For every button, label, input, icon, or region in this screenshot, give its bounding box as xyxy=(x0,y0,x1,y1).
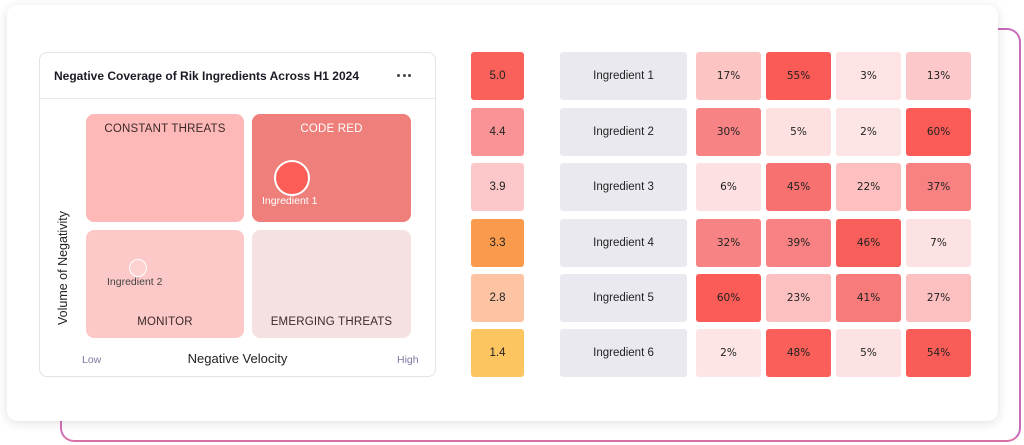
heat-cell: 60% xyxy=(696,274,761,322)
ingredient-2-bubble-label: Ingredient 2 xyxy=(107,276,163,288)
heat-cell: 2% xyxy=(696,329,761,377)
score-cell: 2.8 xyxy=(471,274,524,322)
ingredient-label: Ingredient 3 xyxy=(560,163,687,211)
heat-cell: 6% xyxy=(696,163,761,211)
heat-cell: 7% xyxy=(906,219,971,267)
ingredient-label: Ingredient 4 xyxy=(560,219,687,267)
x-axis-label: Negative Velocity xyxy=(187,351,288,366)
ingredient-label: Ingredient 2 xyxy=(560,108,687,156)
heat-cell: 5% xyxy=(836,329,901,377)
more-horizontal-icon[interactable] xyxy=(397,74,411,78)
heat-cell: 46% xyxy=(836,219,901,267)
quadrant-label: CODE RED xyxy=(300,123,363,135)
heat-cell: 45% xyxy=(766,163,831,211)
heat-cell: 5% xyxy=(766,108,831,156)
heat-cell: 55% xyxy=(766,52,831,100)
quadrant-label: EMERGING THREATS xyxy=(270,316,393,328)
quadrant-emerging-threats: EMERGING THREATS xyxy=(252,230,411,338)
heat-cell: 54% xyxy=(906,329,971,377)
quadrant-label: CONSTANT THREATS xyxy=(104,123,226,135)
heat-cell: 30% xyxy=(696,108,761,156)
x-axis-low-label: Low xyxy=(82,354,102,366)
risk-matrix-card: Negative Coverage of Rik Ingredients Acr… xyxy=(39,52,436,377)
score-cell: 3.9 xyxy=(471,163,524,211)
quadrant-label: MONITOR xyxy=(137,316,193,328)
ingredient-label: Ingredient 6 xyxy=(560,329,687,377)
heat-cell: 39% xyxy=(766,219,831,267)
matrix-header: Negative Coverage of Rik Ingredients Acr… xyxy=(40,53,435,99)
score-cell: 1.4 xyxy=(471,329,524,377)
heat-cell: 13% xyxy=(906,52,971,100)
heat-cell: 37% xyxy=(906,163,971,211)
heat-cell: 41% xyxy=(836,274,901,322)
quadrant-constant-threats: CONSTANT THREATS xyxy=(86,114,244,222)
ingredient-1-bubble-label: Ingredient 1 xyxy=(262,195,318,207)
x-axis-high-label: High xyxy=(397,354,419,366)
score-cell: 3.3 xyxy=(471,219,524,267)
heat-cell: 27% xyxy=(906,274,971,322)
score-cell: 4.4 xyxy=(471,108,524,156)
heat-cell: 22% xyxy=(836,163,901,211)
ingredient-label: Ingredient 5 xyxy=(560,274,687,322)
y-axis-label: Volume of Negativity xyxy=(56,211,70,325)
heat-cell: 32% xyxy=(696,219,761,267)
heat-cell: 23% xyxy=(766,274,831,322)
ingredient-2-bubble[interactable] xyxy=(129,259,147,277)
score-cell: 5.0 xyxy=(471,52,524,100)
ingredient-1-bubble[interactable] xyxy=(274,160,310,196)
heat-cell: 60% xyxy=(906,108,971,156)
heat-cell: 3% xyxy=(836,52,901,100)
heat-cell: 17% xyxy=(696,52,761,100)
matrix-title: Negative Coverage of Rik Ingredients Acr… xyxy=(54,69,360,83)
heat-cell: 2% xyxy=(836,108,901,156)
quadrant-monitor: MONITOR xyxy=(86,230,244,338)
ingredient-label: Ingredient 1 xyxy=(560,52,687,100)
heat-cell: 48% xyxy=(766,329,831,377)
